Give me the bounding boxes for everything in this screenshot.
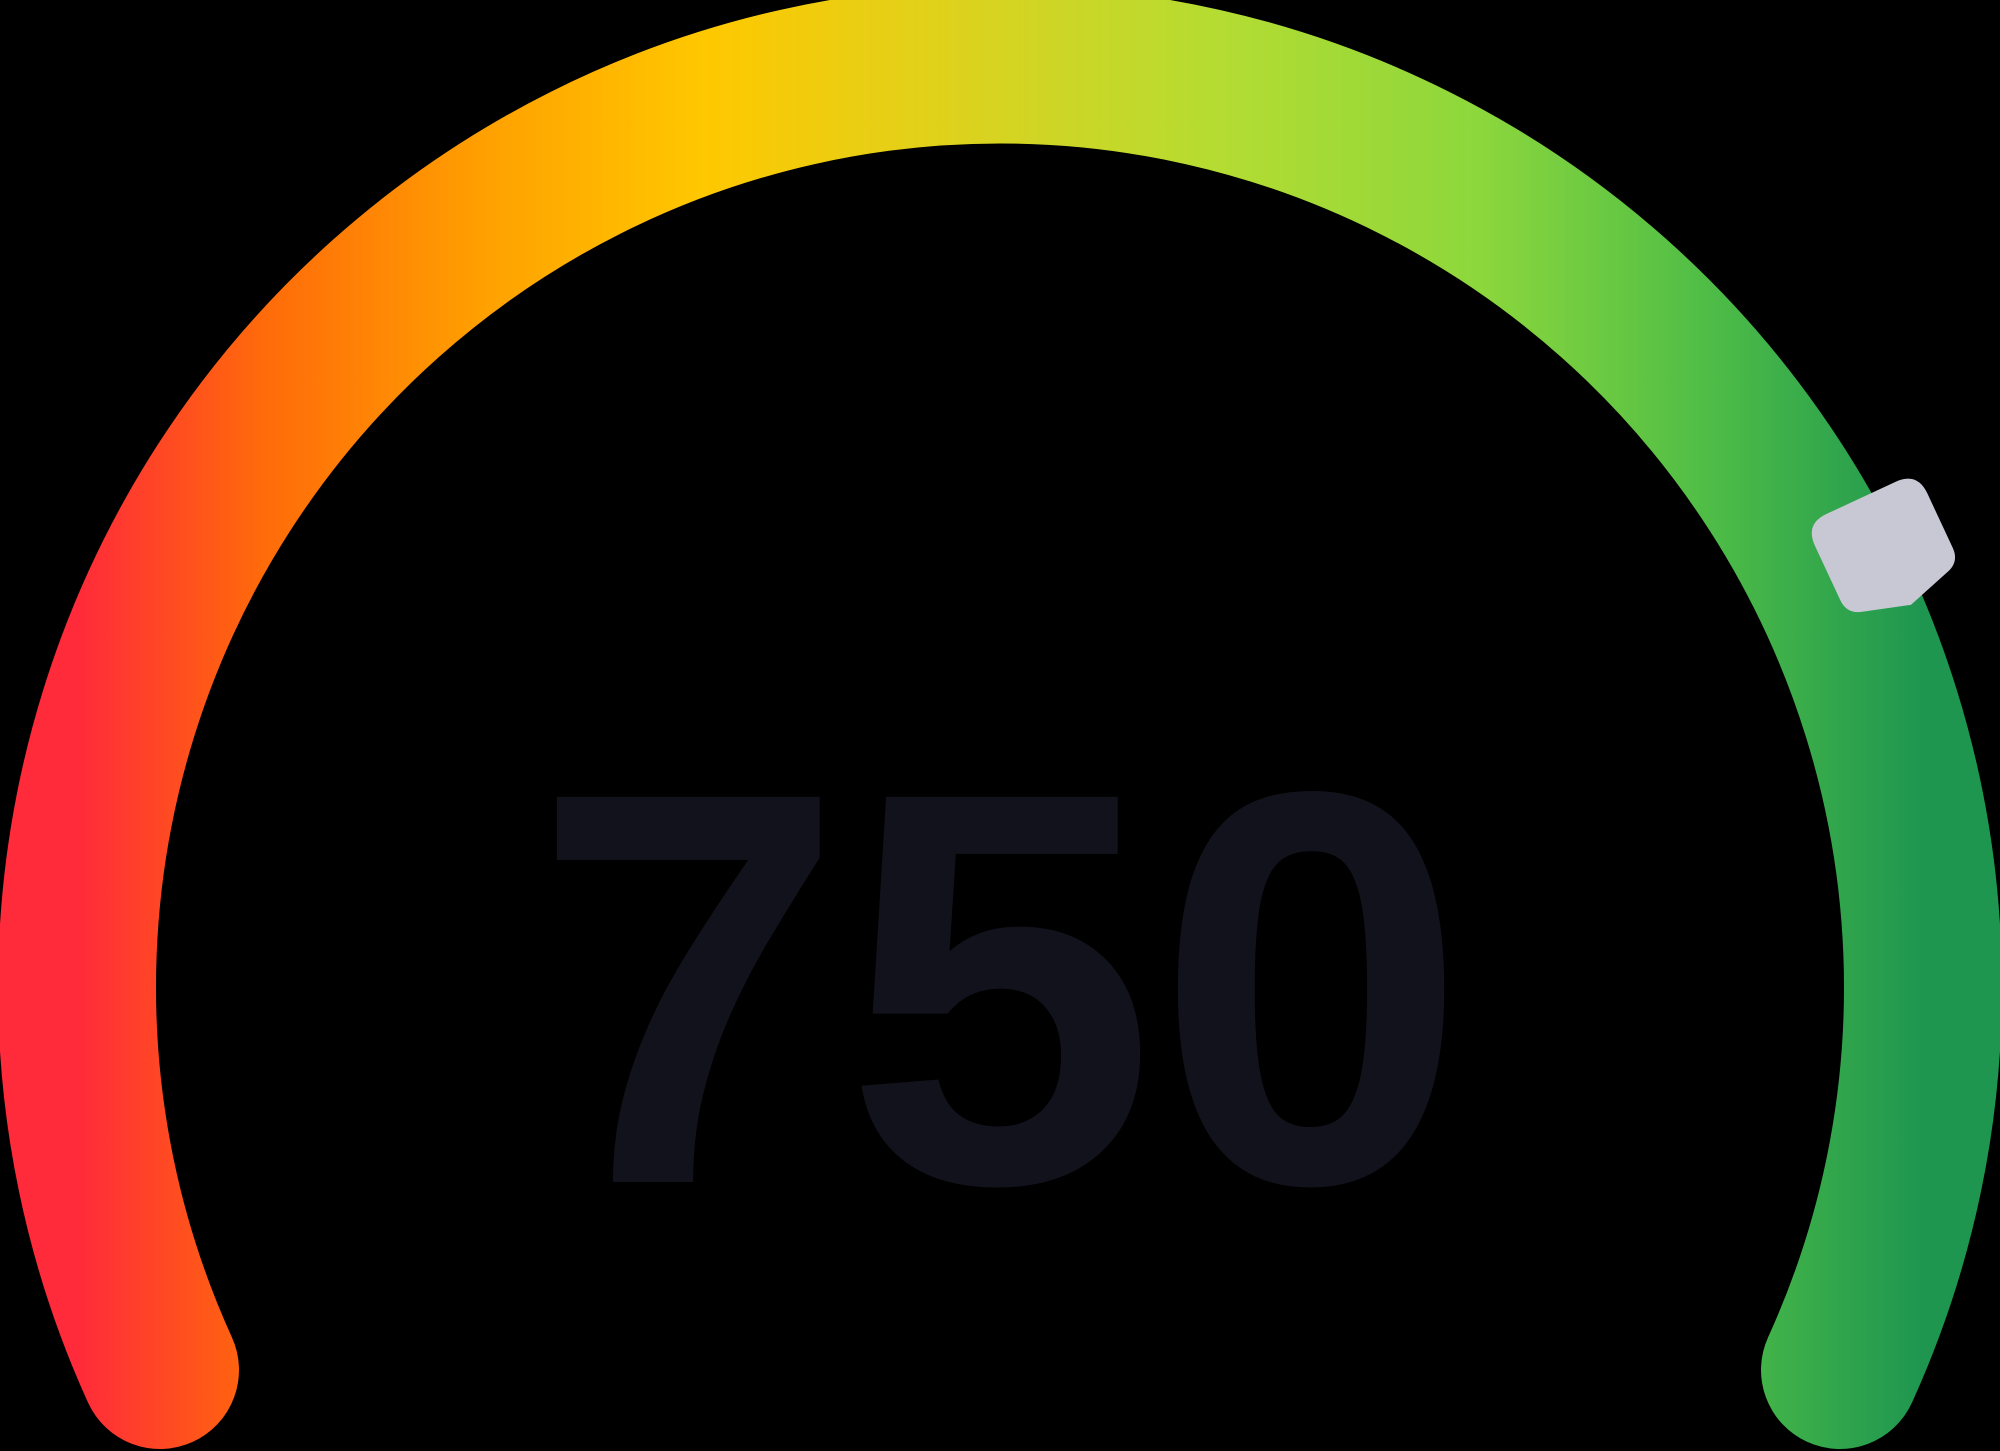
- score-marker: [1811, 478, 1956, 613]
- score-marker-shape: [1811, 478, 1956, 613]
- score-value: 750: [533, 675, 1467, 1301]
